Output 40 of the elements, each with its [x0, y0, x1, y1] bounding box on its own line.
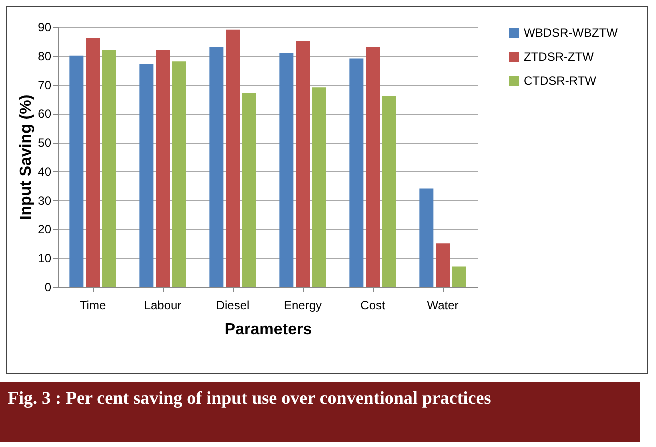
- y-tick-label: 20: [38, 222, 52, 237]
- y-tick-label: 40: [38, 164, 52, 179]
- bar: [102, 50, 116, 287]
- y-tick-label: 70: [38, 78, 52, 92]
- x-tick-label: Diesel: [216, 298, 250, 312]
- bar: [70, 56, 84, 287]
- x-tick-label: Time: [80, 298, 106, 312]
- bar: [242, 93, 256, 287]
- bar: [382, 96, 396, 287]
- bar: [210, 47, 224, 287]
- x-tick-label: Energy: [284, 298, 322, 312]
- bar: [86, 38, 100, 287]
- legend-label: CTDSR-RTW: [524, 74, 598, 88]
- bar: [312, 88, 326, 287]
- x-tick-label: Water: [427, 298, 459, 312]
- legend-label: WBDSR-WBZTW: [524, 26, 619, 40]
- bar: [366, 47, 380, 287]
- bar: [280, 53, 294, 287]
- x-tick-label: Cost: [360, 298, 386, 312]
- y-tick-label: 0: [44, 280, 52, 294]
- bar: [436, 244, 450, 287]
- bar: [226, 30, 240, 287]
- y-tick-label: 30: [38, 194, 52, 208]
- legend-label: ZTDSR-ZTW: [524, 50, 595, 64]
- y-tick-label: 10: [38, 252, 52, 266]
- bar: [140, 64, 154, 287]
- caption: Fig. 3 : Per cent saving of input use over conventional practices: [0, 382, 640, 442]
- y-tick-label: 50: [38, 136, 52, 150]
- bar: [420, 188, 434, 287]
- bar: [296, 41, 310, 287]
- x-axis-title: Parameters: [224, 322, 312, 338]
- bar: [452, 266, 466, 287]
- y-tick-label: 80: [38, 49, 52, 64]
- bar: [350, 58, 364, 287]
- x-tick-label: Labour: [144, 298, 182, 312]
- y-axis-title: Input Saving (%): [18, 94, 36, 220]
- bar: [156, 50, 170, 287]
- y-tick-label: 90: [38, 20, 52, 34]
- y-tick-label: 60: [38, 107, 52, 122]
- bar: [172, 62, 186, 287]
